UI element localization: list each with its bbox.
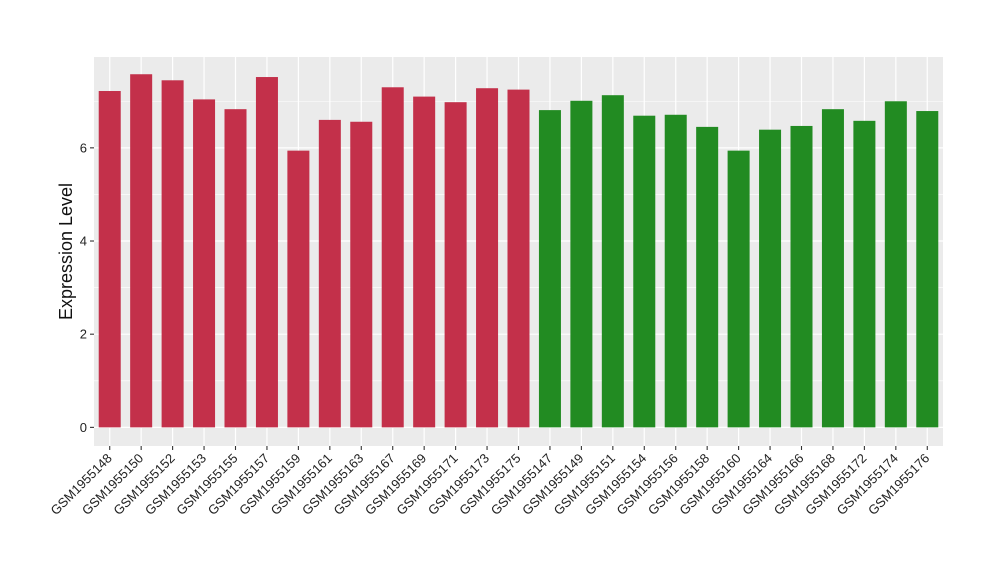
bar-GSM1955160 — [727, 150, 750, 428]
bar-GSM1955147 — [538, 110, 561, 428]
bar-GSM1955166 — [790, 125, 813, 428]
bar-GSM1955153 — [193, 99, 216, 428]
bar-GSM1955152 — [161, 80, 184, 428]
bar-GSM1955174 — [884, 101, 907, 428]
bar-GSM1955149 — [570, 100, 593, 428]
bar-GSM1955154 — [633, 115, 656, 428]
x-axis: GSM1955148GSM1955150GSM1955152GSM1955153… — [48, 446, 932, 518]
y-tick-label: 0 — [80, 420, 87, 435]
bar-GSM1955164 — [759, 129, 782, 428]
bar-GSM1955168 — [821, 109, 844, 428]
y-tick-label: 2 — [80, 327, 87, 342]
y-axis-title: Expression Level — [56, 183, 76, 320]
bar-GSM1955157 — [255, 77, 278, 428]
bar-GSM1955172 — [853, 120, 876, 428]
bar-GSM1955155 — [224, 109, 247, 428]
bar-GSM1955150 — [130, 74, 153, 428]
bar-GSM1955156 — [664, 114, 687, 428]
bar-GSM1955148 — [98, 91, 121, 428]
bar-GSM1955158 — [696, 126, 719, 428]
bar-GSM1955159 — [287, 150, 310, 428]
bars — [98, 74, 939, 428]
bar-GSM1955169 — [413, 96, 436, 428]
bar-GSM1955173 — [476, 88, 499, 428]
bar-GSM1955161 — [318, 119, 341, 428]
y-tick-label: 6 — [80, 140, 87, 155]
bar-GSM1955171 — [444, 102, 467, 428]
y-axis: 0 2 4 6 — [80, 140, 94, 435]
bar-GSM1955163 — [350, 121, 373, 428]
bar-GSM1955167 — [381, 87, 404, 428]
bar-GSM1955176 — [916, 111, 939, 428]
y-tick-label: 4 — [80, 234, 87, 249]
bar-GSM1955151 — [601, 95, 624, 428]
bar-GSM1955175 — [507, 89, 530, 428]
